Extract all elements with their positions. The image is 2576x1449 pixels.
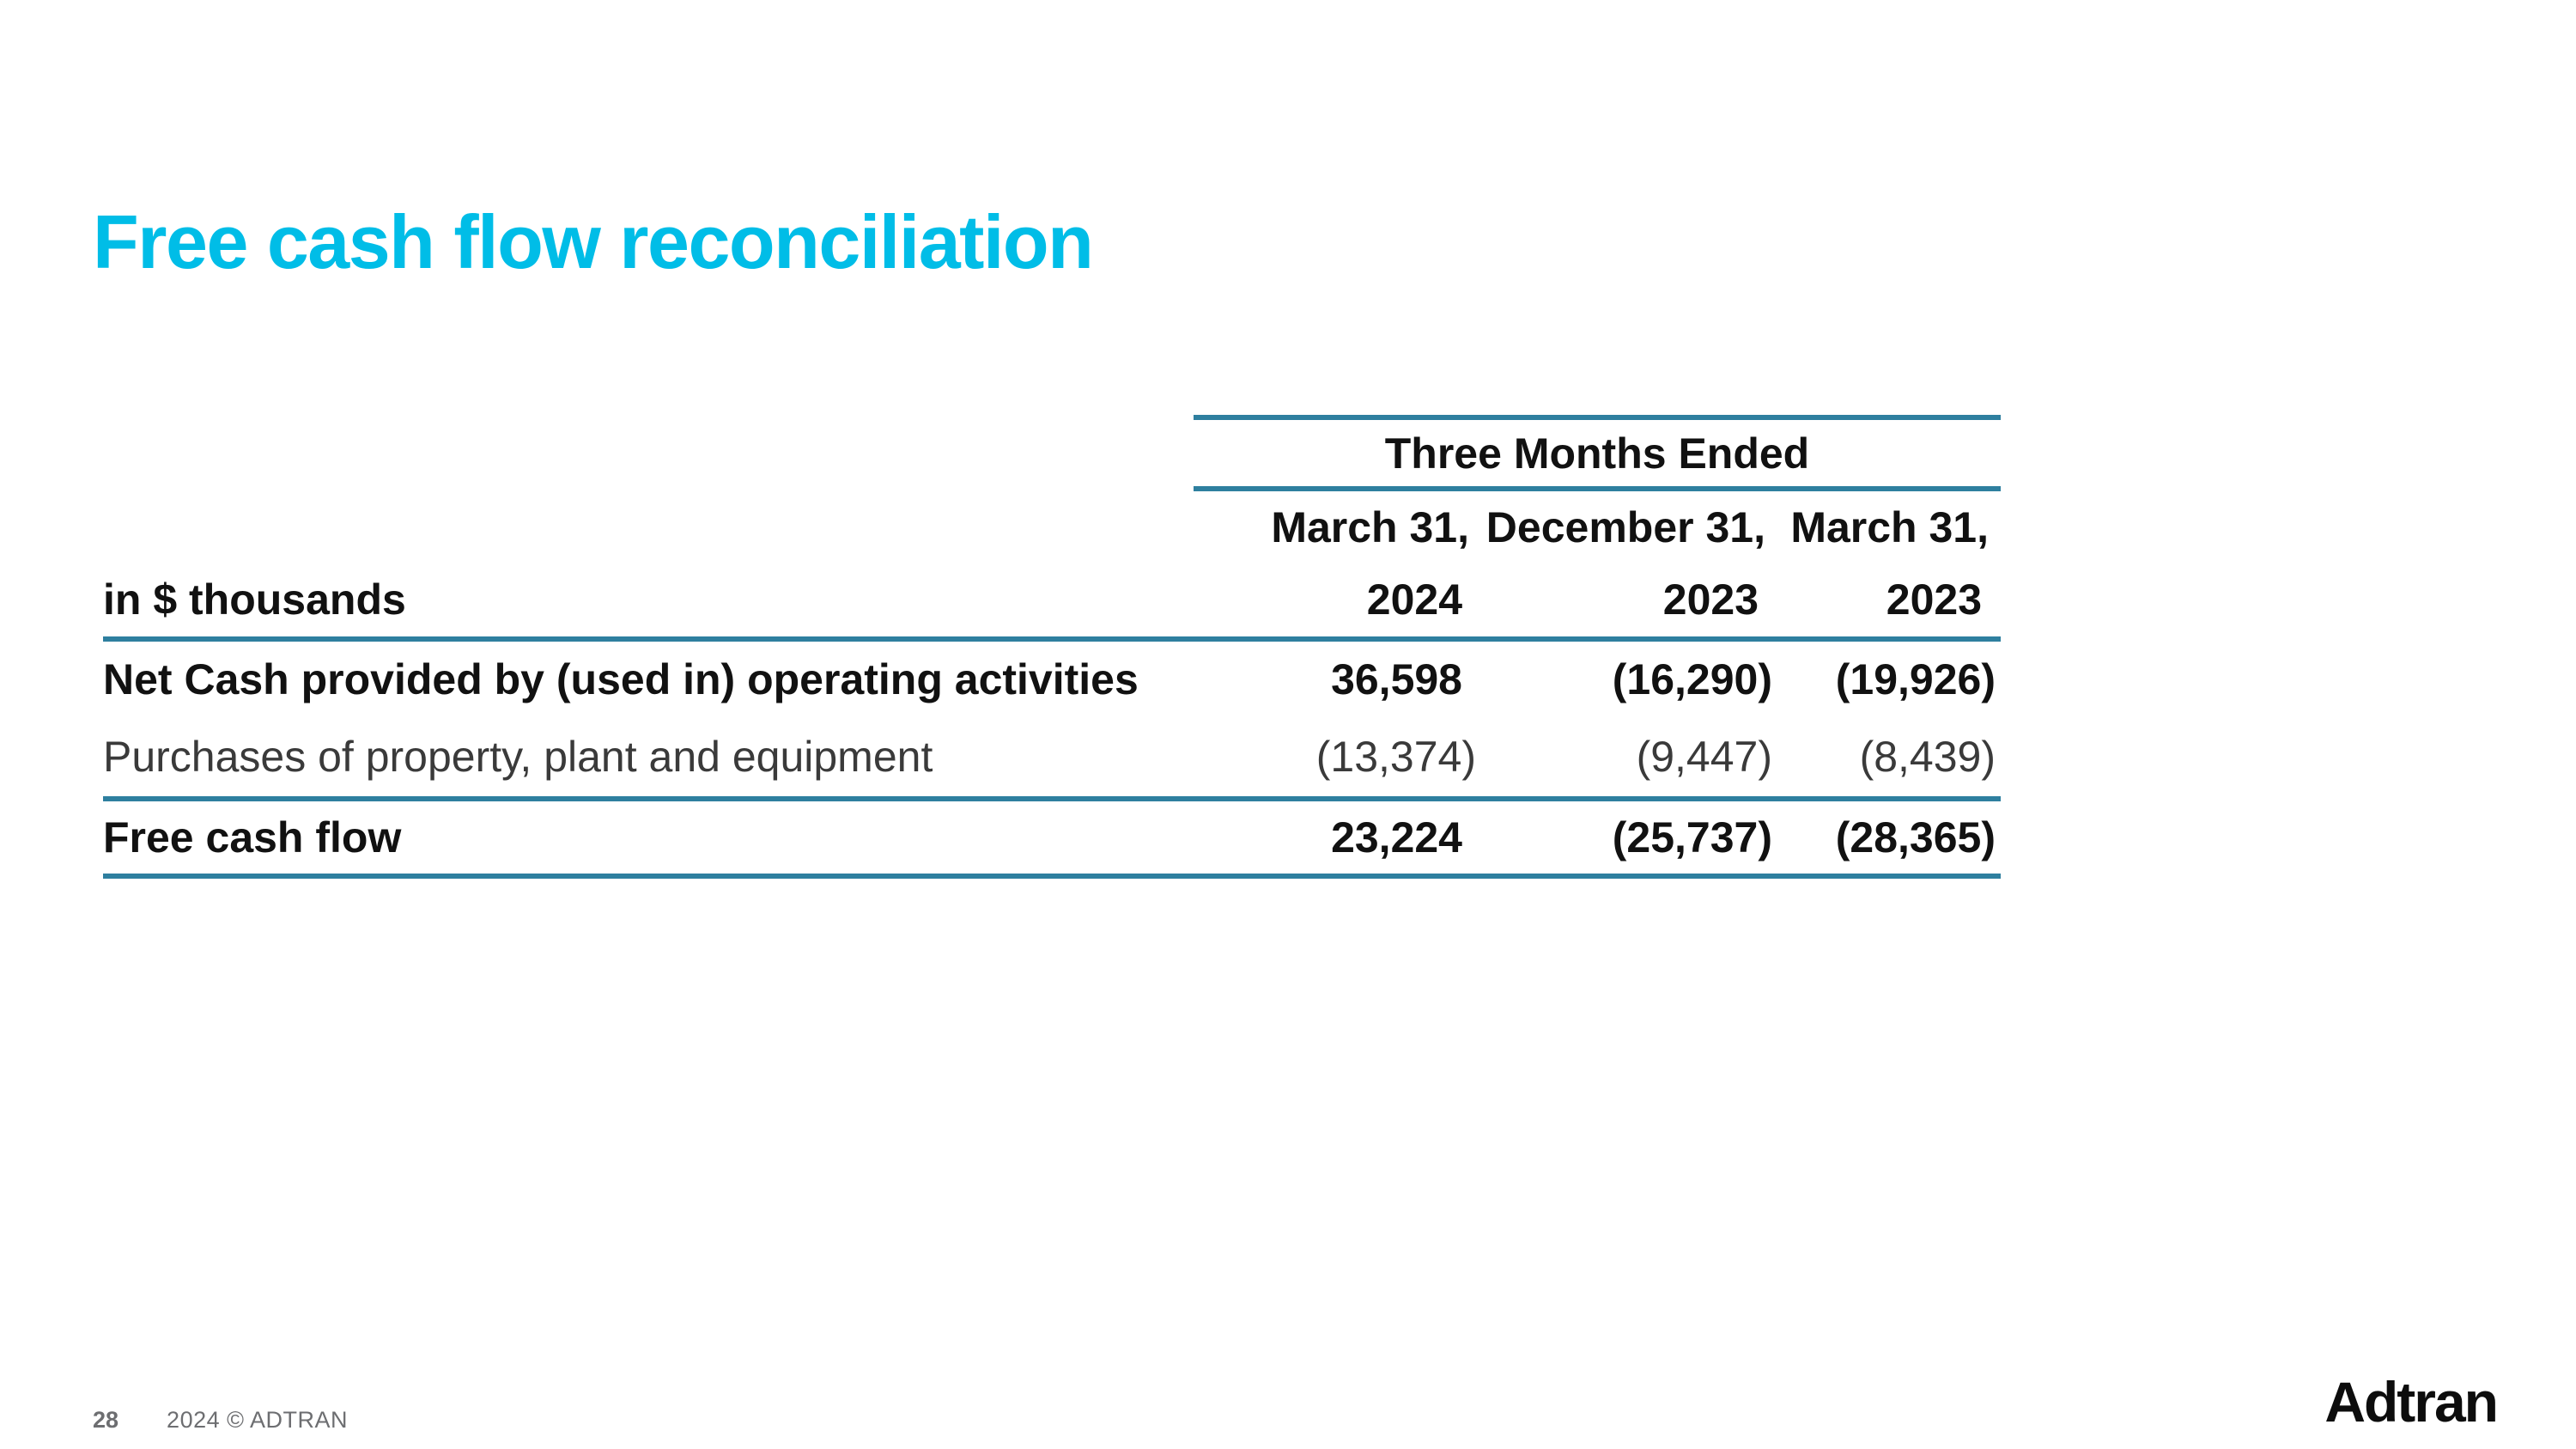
row-value: (16,290) <box>1612 655 1772 703</box>
row-value: (13,374) <box>1315 733 1476 781</box>
period-header-col3: March 31, <box>1790 502 1989 551</box>
copyright-text: 2024 © ADTRAN <box>167 1407 349 1433</box>
row-value: 36,598 <box>1331 655 1462 703</box>
row-value: (8,439) <box>1859 733 1996 781</box>
year-header-col2: 2023 <box>1662 575 1759 624</box>
row-label: Net Cash provided by (used in) operating… <box>103 655 1139 703</box>
table-rule-middle <box>103 796 2001 801</box>
table-period-header-row: March 31, December 31, March 31, <box>103 491 2001 563</box>
slide-footer: 28 2024 © ADTRAN <box>93 1407 348 1434</box>
page-number: 28 <box>93 1407 119 1433</box>
year-header-col1: 2024 <box>1366 575 1462 624</box>
row-label: Free cash flow <box>103 813 402 861</box>
unit-label: in $ thousands <box>103 575 406 624</box>
row-value: (28,365) <box>1835 813 1996 861</box>
row-value: (9,447) <box>1636 733 1772 781</box>
period-header-col1: March 31, <box>1271 502 1469 551</box>
row-label: Purchases of property, plant and equipme… <box>103 733 933 781</box>
table-year-header-row: in $ thousands 2024 2023 2023 <box>103 563 2001 636</box>
table-row-capex: Purchases of property, plant and equipme… <box>103 717 2001 796</box>
row-value: 23,224 <box>1331 813 1462 861</box>
table-span-header: Three Months Ended <box>1194 415 2001 491</box>
year-header-col3: 2023 <box>1886 575 1982 624</box>
page-title: Free cash flow reconciliation <box>93 198 1094 284</box>
row-value: (19,926) <box>1835 655 1996 703</box>
table-rule-top <box>103 636 2001 642</box>
adtran-logo: Adtran <box>2324 1370 2499 1434</box>
table-rule-bottom <box>103 874 2001 879</box>
free-cash-flow-table: Three Months Ended March 31, December 31… <box>103 415 2001 879</box>
table-row-operating-activities: Net Cash provided by (used in) operating… <box>103 642 2001 717</box>
row-value: (25,737) <box>1612 813 1772 861</box>
period-header-col2: December 31, <box>1485 502 1765 551</box>
table-row-free-cash-flow: Free cash flow 23,224 (25,737) (28,365) <box>103 801 2001 874</box>
